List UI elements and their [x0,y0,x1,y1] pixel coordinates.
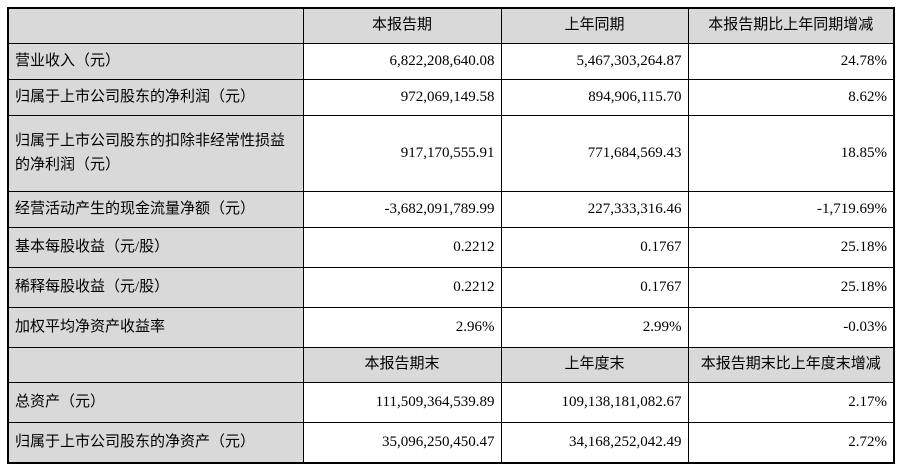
cell-current: 111,509,364,539.89 [302,382,502,423]
cell-current: 6,822,208,640.08 [302,43,502,80]
cell-current: 917,170,555.91 [302,115,502,192]
cell-current: 35,096,250,450.47 [302,422,502,464]
table-row-basic-eps: 基本每股收益（元/股） 0.2212 0.1767 25.18% [7,227,895,268]
header-prior-period: 上年同期 [500,7,689,44]
cell-prior: 2.99% [500,307,689,348]
header-blank-cell [7,347,304,383]
cell-prior: 34,168,252,042.49 [500,422,689,464]
cell-current: 972,069,149.58 [302,79,502,116]
table-row-net-profit: 归属于上市公司股东的净利润（元） 972,069,149.58 894,906,… [7,79,895,116]
header-period-change: 本报告期比上年同期增减 [687,7,895,44]
cell-current: -3,682,091,789.99 [302,191,502,228]
table-row-net-assets: 归属于上市公司股东的净资产（元） 35,096,250,450.47 34,16… [7,422,895,464]
row-label: 基本每股收益（元/股） [7,227,304,268]
header-period-end-change: 本报告期末比上年度末增减 [687,347,895,383]
cell-prior: 5,467,303,264.87 [500,43,689,80]
cell-current: 0.2212 [302,267,502,308]
cell-current: 0.2212 [302,227,502,268]
table-row-weighted-avg-roe: 加权平均净资产收益率 2.96% 2.99% -0.03% [7,307,895,348]
cell-prior: 894,906,115.70 [500,79,689,116]
cell-prior: 0.1767 [500,267,689,308]
period-header-row: 本报告期 上年同期 本报告期比上年同期增减 [7,7,895,44]
table-row-net-profit-excl-nonrecurring: 归属于上市公司股东的扣除非经常性损益的净利润（元） 917,170,555.91… [7,115,895,192]
row-label: 营业收入（元） [7,43,304,80]
cell-change: 2.17% [687,382,895,423]
cell-change: 8.62% [687,79,895,116]
cell-change: 18.85% [687,115,895,192]
cell-current: 2.96% [302,307,502,348]
cell-prior: 771,684,569.43 [500,115,689,192]
row-label: 归属于上市公司股东的扣除非经常性损益的净利润（元） [7,115,304,192]
header-period-end: 本报告期末 [302,347,502,383]
cell-prior: 109,138,181,082.67 [500,382,689,423]
table-row-diluted-eps: 稀释每股收益（元/股） 0.2212 0.1767 25.18% [7,267,895,308]
table-row-operating-cash-flow: 经营活动产生的现金流量净额（元） -3,682,091,789.99 227,3… [7,191,895,228]
cell-prior: 0.1767 [500,227,689,268]
table-row-total-assets: 总资产（元） 111,509,364,539.89 109,138,181,08… [7,382,895,423]
balance-header-row: 本报告期末 上年度末 本报告期末比上年度末增减 [7,347,895,383]
cell-change: 2.72% [687,422,895,464]
row-label: 经营活动产生的现金流量净额（元） [7,191,304,228]
header-blank-cell [7,7,304,44]
report-page: 本报告期 上年同期 本报告期比上年同期增减 营业收入（元） 6,822,208,… [7,7,895,464]
row-label: 总资产（元） [7,382,304,423]
row-label: 归属于上市公司股东的净利润（元） [7,79,304,116]
cell-prior: 227,333,316.46 [500,191,689,228]
header-prior-year-end: 上年度末 [500,347,689,383]
row-label: 加权平均净资产收益率 [7,307,304,348]
row-label: 稀释每股收益（元/股） [7,267,304,308]
cell-change: 25.18% [687,227,895,268]
cell-change: 24.78% [687,43,895,80]
row-label: 归属于上市公司股东的净资产（元） [7,422,304,464]
header-current-period: 本报告期 [302,7,502,44]
financial-summary-table: 本报告期 上年同期 本报告期比上年同期增减 营业收入（元） 6,822,208,… [7,7,895,464]
cell-change: 25.18% [687,267,895,308]
cell-change: -0.03% [687,307,895,348]
table-row-revenue: 营业收入（元） 6,822,208,640.08 5,467,303,264.8… [7,43,895,80]
cell-change: -1,719.69% [687,191,895,228]
